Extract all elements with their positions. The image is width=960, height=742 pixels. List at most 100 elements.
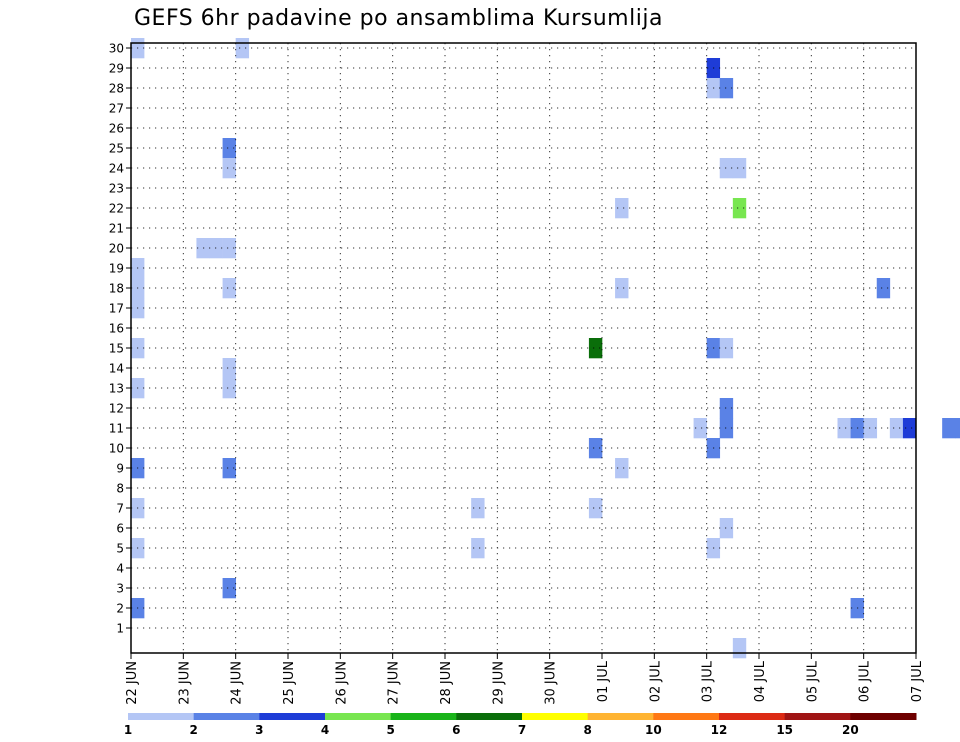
legend-swatch	[390, 713, 457, 720]
x-tick-label: 22 JUN	[125, 661, 140, 705]
y-tick-label: 16	[109, 322, 124, 336]
legend-label: 8	[583, 723, 591, 737]
x-tick-label: 25 JUN	[282, 661, 297, 705]
legend-swatch	[653, 713, 720, 720]
heatmap-cell	[837, 418, 851, 439]
heatmap-cell	[222, 238, 236, 259]
heatmap-cell	[902, 418, 917, 439]
y-tick-label: 13	[109, 382, 124, 396]
x-tick-label: 28 JUN	[439, 661, 454, 705]
x-tick-label: 01 JUL	[596, 660, 611, 702]
heatmap-cell	[222, 158, 236, 179]
y-tick-label: 10	[109, 442, 124, 456]
heatmap-cell	[471, 498, 485, 519]
y-tick-label: 25	[109, 142, 124, 156]
legend-swatch	[522, 713, 589, 720]
y-tick-label: 20	[109, 242, 124, 256]
heatmap-cell	[732, 198, 747, 219]
legend-label: 4	[321, 723, 329, 737]
y-tick-label: 19	[109, 262, 124, 276]
heatmap-cell	[719, 418, 734, 439]
plot-frame	[130, 42, 917, 654]
y-tick-label: 28	[109, 82, 124, 96]
y-tick-label: 6	[116, 522, 124, 536]
heatmap-cell	[732, 638, 747, 659]
heatmap-cell	[719, 78, 734, 99]
y-tick-label: 21	[109, 222, 124, 236]
heatmap-cell	[863, 418, 878, 439]
y-tick-label: 27	[109, 102, 124, 116]
y-tick-label: 18	[109, 282, 124, 296]
heatmap-cell	[615, 198, 629, 219]
y-tick-label: 26	[109, 122, 124, 136]
y-tick-label: 7	[116, 502, 124, 516]
heatmap-cell	[942, 418, 956, 439]
heatmap-cell	[222, 278, 236, 299]
heatmap-cell	[615, 458, 629, 479]
legend-label: 1	[124, 723, 132, 737]
y-tick-label: 14	[109, 362, 124, 376]
heatmap-cell	[222, 458, 236, 479]
heatmap-cell	[471, 538, 485, 559]
x-tick-label: 05 JUL	[805, 660, 820, 702]
x-tick-label: 02 JUL	[648, 660, 663, 702]
legend-label: 6	[452, 723, 460, 737]
heatmap-cell	[876, 278, 891, 299]
y-tick-label: 29	[109, 62, 124, 76]
legend-swatch	[325, 713, 392, 720]
heatmap-cell	[588, 338, 603, 359]
x-tick-label: 29 JUN	[491, 661, 506, 705]
legend-label: 5	[386, 723, 394, 737]
heatmap-cell	[588, 438, 603, 459]
x-tick-label: 07 JUL	[910, 660, 925, 702]
heatmap-cell	[719, 338, 734, 359]
heatmap-cell	[719, 398, 734, 419]
heatmap-cell	[222, 578, 236, 599]
x-tick-label: 24 JUN	[230, 661, 245, 705]
y-tick-label: 12	[109, 402, 124, 416]
y-tick-label: 5	[116, 542, 124, 556]
y-tick-label: 15	[109, 342, 124, 356]
heatmap-cell	[889, 418, 904, 439]
x-tick-label: 04 JUL	[753, 660, 768, 702]
x-tick-label: 03 JUL	[701, 660, 716, 702]
legend-swatch	[850, 713, 917, 720]
legend-swatch	[193, 713, 260, 720]
legend-label: 20	[842, 723, 859, 737]
legend-label: 7	[518, 723, 526, 737]
legend-label: 12	[711, 723, 728, 737]
x-tick-label: 06 JUL	[858, 660, 873, 702]
heatmap-cell	[588, 498, 603, 519]
y-tick-label: 24	[109, 162, 124, 176]
legend-label: 10	[645, 723, 662, 737]
legend-swatch	[719, 713, 786, 720]
grid	[130, 43, 917, 653]
y-tick-label: 23	[109, 182, 124, 196]
heatmap-cell	[693, 418, 707, 439]
legend-swatch	[456, 713, 523, 720]
x-tick-label: 23 JUN	[177, 661, 192, 705]
heatmap-cell	[955, 418, 960, 439]
heatmap-cell	[235, 38, 250, 59]
legend-label: 2	[189, 723, 197, 737]
y-tick-label: 30	[109, 42, 124, 56]
heatmap-cell	[615, 278, 629, 299]
legend-swatch	[784, 713, 851, 720]
y-tick-label: 4	[116, 562, 124, 576]
y-tick-label: 11	[109, 422, 124, 436]
x-tick-label: 27 JUN	[387, 661, 402, 705]
legend-swatch	[128, 713, 195, 720]
heatmap-cell	[719, 518, 734, 539]
y-tick-label: 2	[116, 602, 124, 616]
heatmap-cell	[222, 138, 236, 159]
y-tick-label: 8	[116, 482, 124, 496]
legend-swatch	[587, 713, 654, 720]
y-tick-label: 22	[109, 202, 124, 216]
y-tick-label: 3	[116, 582, 124, 596]
y-tick-label: 17	[109, 302, 124, 316]
legend-swatch	[259, 713, 326, 720]
heatmap-cell	[719, 158, 734, 179]
legend-label: 3	[255, 723, 263, 737]
heatmap-cell	[222, 378, 236, 399]
